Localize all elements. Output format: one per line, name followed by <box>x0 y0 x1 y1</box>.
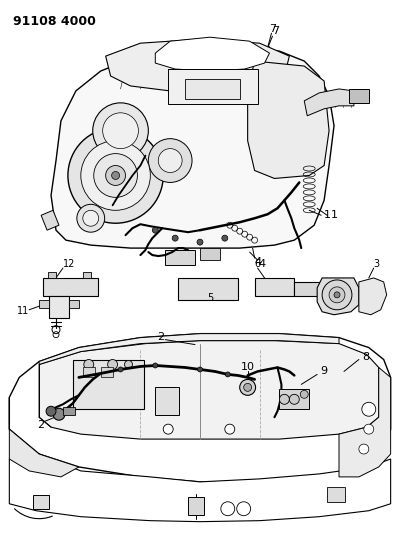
Polygon shape <box>39 341 379 439</box>
Bar <box>39 300 49 308</box>
Bar <box>185 79 240 99</box>
Circle shape <box>93 103 148 158</box>
Circle shape <box>240 379 255 395</box>
Polygon shape <box>248 61 329 179</box>
Bar <box>69 300 79 308</box>
Circle shape <box>244 383 251 391</box>
Polygon shape <box>155 37 270 71</box>
Text: 3: 3 <box>374 259 380 269</box>
Circle shape <box>172 235 178 241</box>
Circle shape <box>53 408 65 420</box>
Text: 6: 6 <box>255 259 261 269</box>
Text: 11: 11 <box>17 306 29 316</box>
Circle shape <box>94 154 137 197</box>
Bar <box>165 250 195 265</box>
Circle shape <box>237 502 251 516</box>
Text: 12: 12 <box>63 259 75 269</box>
Bar <box>83 367 95 377</box>
Text: 9: 9 <box>320 367 327 376</box>
Bar <box>327 487 345 502</box>
Circle shape <box>334 292 340 298</box>
Polygon shape <box>106 39 289 91</box>
Bar <box>83 272 91 278</box>
Circle shape <box>300 390 308 398</box>
Bar <box>63 407 75 415</box>
Polygon shape <box>41 211 59 230</box>
Polygon shape <box>304 89 354 116</box>
Bar <box>178 278 238 300</box>
Text: 2: 2 <box>38 420 45 430</box>
Circle shape <box>103 113 139 149</box>
Circle shape <box>148 139 192 182</box>
Circle shape <box>118 367 123 372</box>
Bar <box>101 367 112 377</box>
Bar <box>280 389 309 409</box>
Polygon shape <box>51 46 334 248</box>
Text: 5: 5 <box>207 293 213 303</box>
Polygon shape <box>39 334 339 365</box>
Bar <box>188 497 204 515</box>
Circle shape <box>108 360 118 369</box>
Bar <box>294 282 322 296</box>
Polygon shape <box>317 278 359 315</box>
Text: 10: 10 <box>241 362 255 373</box>
Circle shape <box>364 424 374 434</box>
Bar <box>349 89 369 103</box>
Text: 91108 4000: 91108 4000 <box>13 15 96 28</box>
Circle shape <box>221 502 235 516</box>
Circle shape <box>359 444 369 454</box>
Bar <box>73 360 145 409</box>
Circle shape <box>68 128 163 223</box>
Circle shape <box>124 360 133 368</box>
Circle shape <box>225 372 230 377</box>
Circle shape <box>106 166 126 185</box>
Circle shape <box>152 227 158 233</box>
Circle shape <box>77 204 105 232</box>
Text: 7: 7 <box>269 24 276 34</box>
Polygon shape <box>10 454 390 522</box>
Text: 1: 1 <box>324 210 331 220</box>
Circle shape <box>198 367 202 372</box>
Circle shape <box>197 239 203 245</box>
Bar <box>155 387 179 415</box>
Text: 8: 8 <box>362 352 369 361</box>
Circle shape <box>322 280 352 310</box>
Circle shape <box>163 424 173 434</box>
Circle shape <box>46 406 56 416</box>
Polygon shape <box>10 397 79 477</box>
Text: 2: 2 <box>157 332 164 342</box>
Circle shape <box>158 149 182 173</box>
Polygon shape <box>359 278 386 315</box>
Bar <box>168 69 257 104</box>
Polygon shape <box>10 334 390 482</box>
Bar <box>48 272 56 278</box>
Circle shape <box>225 424 235 434</box>
Circle shape <box>81 141 150 211</box>
Bar <box>49 296 69 318</box>
Bar <box>200 248 220 260</box>
Text: 1: 1 <box>331 210 337 220</box>
Circle shape <box>112 172 120 180</box>
Circle shape <box>83 211 99 226</box>
Bar <box>43 278 98 296</box>
Text: 4: 4 <box>254 257 261 267</box>
Circle shape <box>222 235 228 241</box>
Polygon shape <box>339 367 390 477</box>
Circle shape <box>289 394 299 404</box>
Text: 4: 4 <box>258 259 265 269</box>
Circle shape <box>153 363 158 368</box>
Circle shape <box>84 360 94 369</box>
Circle shape <box>280 394 289 404</box>
Circle shape <box>329 287 345 303</box>
Circle shape <box>362 402 376 416</box>
Bar <box>33 495 49 508</box>
Text: 7: 7 <box>272 26 279 36</box>
Bar <box>255 278 294 296</box>
